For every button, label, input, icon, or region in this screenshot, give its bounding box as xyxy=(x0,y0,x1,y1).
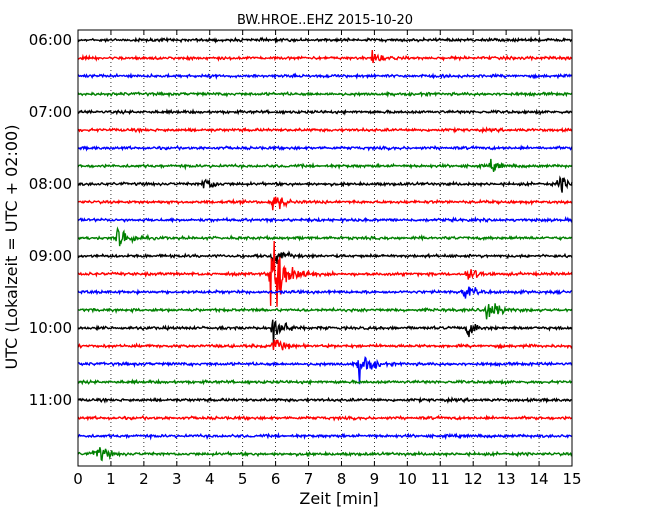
trace-group xyxy=(77,36,573,462)
x-tick-label: 13 xyxy=(497,470,516,488)
x-tick-label: 9 xyxy=(370,470,380,488)
x-tick-label: 15 xyxy=(562,470,581,488)
y-tick-label: 09:00 xyxy=(29,247,72,265)
trace-line xyxy=(77,319,573,345)
trace-line xyxy=(77,158,573,172)
trace-line xyxy=(77,72,573,80)
y-tick-label: 10:00 xyxy=(29,319,72,337)
x-tick-label: 0 xyxy=(73,470,83,488)
x-tick-label: 4 xyxy=(205,470,215,488)
trace-line xyxy=(77,241,573,307)
trace-line xyxy=(77,396,573,405)
y-tick-label: 07:00 xyxy=(29,103,72,121)
x-tick-label: 1 xyxy=(106,470,116,488)
trace-line xyxy=(77,378,573,386)
trace-line xyxy=(77,50,573,64)
x-tick-label: 10 xyxy=(398,470,417,488)
x-tick-label: 5 xyxy=(238,470,248,488)
trace-line xyxy=(77,144,573,152)
y-tick-label: 06:00 xyxy=(29,31,72,49)
plot-frame xyxy=(77,29,573,467)
trace-line xyxy=(77,432,573,441)
trace-line xyxy=(77,356,573,385)
trace-line xyxy=(77,339,573,351)
x-tick-label: 11 xyxy=(431,470,450,488)
x-axis-label: Zeit [min] xyxy=(299,489,378,508)
x-tick-label: 2 xyxy=(139,470,149,488)
trace-line xyxy=(77,414,573,422)
trace-line xyxy=(77,303,573,320)
trace-line xyxy=(77,36,573,45)
trace-line xyxy=(77,286,573,299)
y-tick-label: 11:00 xyxy=(29,391,72,409)
trace-line xyxy=(77,215,573,224)
x-tick-label: 14 xyxy=(530,470,549,488)
y-tick-label: 08:00 xyxy=(29,175,72,193)
chart-title: BW.HROE..EHZ 2015-10-20 xyxy=(237,13,413,28)
trace-line xyxy=(77,175,573,193)
trace-line xyxy=(77,447,573,462)
grid-lines xyxy=(110,30,540,466)
y-axis-label: UTC (Lokalzeit = UTC + 02:00) xyxy=(2,125,21,370)
x-tick-label: 3 xyxy=(172,470,182,488)
trace-line xyxy=(77,108,573,116)
x-tick-label: 8 xyxy=(337,470,347,488)
trace-line xyxy=(77,226,573,247)
trace-line xyxy=(77,250,573,265)
axis-ticks: 0 1 2 3 4 5 6 7 8 9 10 11 12 13 14 1506:0007:0008:0009:… xyxy=(29,30,582,488)
trace-line xyxy=(77,196,573,211)
x-tick-label: 12 xyxy=(464,470,483,488)
x-tick-label: 6 xyxy=(271,470,281,488)
trace-line xyxy=(78,126,573,135)
x-tick-label: 7 xyxy=(304,470,314,488)
trace-line xyxy=(77,90,573,98)
